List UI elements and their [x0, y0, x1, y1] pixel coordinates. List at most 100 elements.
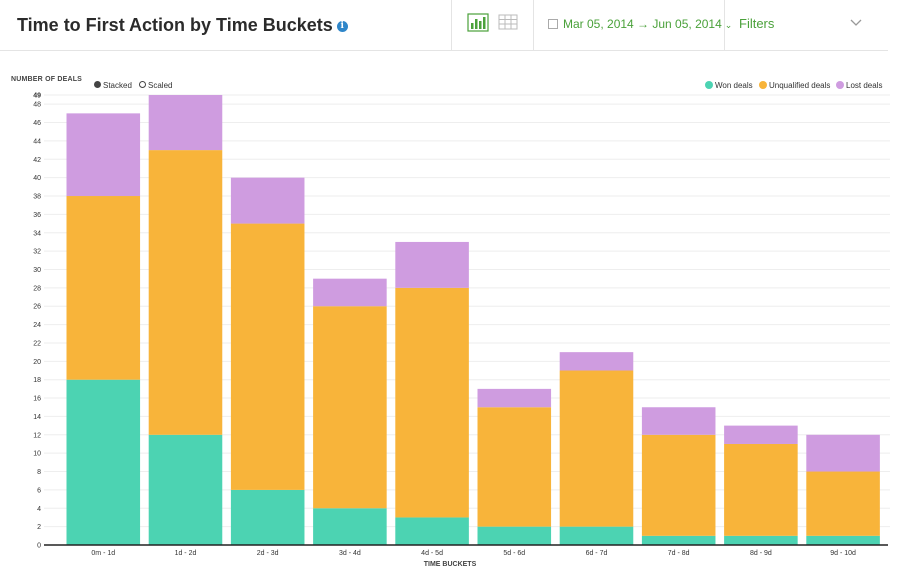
chevron-down-icon: ⌄: [724, 20, 733, 30]
legend-item-won[interactable]: Won deals: [705, 80, 753, 90]
bar-segment-unqualified-deals: [148, 150, 223, 435]
bar-segment-lost-deals: [806, 434, 880, 472]
table-grid-icon: [498, 14, 518, 30]
bar-chart-icon: [467, 13, 489, 32]
bar-segment-lost-deals: [148, 95, 223, 151]
legend-swatch: [705, 80, 713, 89]
x-axis-label: TIME BUCKETS: [423, 561, 477, 568]
y-tick-label: 28: [33, 285, 41, 292]
y-tick-label: 34: [33, 230, 41, 237]
y-tick-label: 22: [33, 340, 41, 347]
bar-segment-won-deals: [230, 489, 305, 545]
stacked-label: Stacked: [103, 81, 132, 90]
filters-dropdown[interactable]: Filters: [739, 16, 774, 31]
legend-item-unqualified[interactable]: Unqualified deals: [759, 80, 831, 90]
bar-segment-lost-deals: [66, 113, 141, 197]
bar-segment-unqualified-deals: [806, 471, 880, 536]
date-range-picker[interactable]: Mar 05, 2014 → Jun 05, 2014 ⌄: [548, 17, 732, 31]
scaled-label: Scaled: [148, 81, 173, 90]
y-tick-label: 30: [33, 267, 41, 274]
x-tick-label: 9d - 10d: [830, 550, 856, 557]
y-tick-label: 44: [33, 138, 41, 145]
bar-segment-unqualified-deals: [313, 306, 387, 509]
divider: [533, 0, 534, 50]
y-tick-label: 26: [33, 304, 41, 311]
bar-chart-view-button[interactable]: [467, 13, 489, 33]
radio-selected-icon: [94, 81, 101, 89]
bar-segment-unqualified-deals: [395, 287, 469, 518]
x-tick-label: 2d - 3d: [257, 550, 279, 557]
y-tick-label: 4: [37, 506, 41, 513]
bar-segment-won-deals: [395, 517, 469, 545]
y-tick-label: 14: [33, 414, 41, 421]
bar-segment-won-deals: [477, 526, 552, 545]
y-tick-label: 49: [33, 93, 41, 100]
x-tick-label: 7d - 8d: [668, 550, 690, 557]
x-tick-label: 3d - 4d: [339, 550, 361, 557]
bar-segment-lost-deals: [477, 388, 552, 408]
y-tick-label: 40: [33, 175, 41, 182]
bar-segment-unqualified-deals: [230, 223, 305, 490]
x-tick-label: 8d - 9d: [750, 550, 772, 557]
table-view-button[interactable]: [498, 13, 520, 33]
legend-swatch: [836, 80, 844, 89]
date-range-text: Mar 05, 2014 → Jun 05, 2014: [563, 17, 722, 31]
stacked-option[interactable]: Stacked: [94, 81, 132, 90]
y-tick-label: 20: [33, 359, 41, 366]
bar-segment-unqualified-deals: [66, 196, 141, 380]
legend-label: Unqualified deals: [769, 81, 831, 90]
y-tick-label: 32: [33, 249, 41, 256]
filters-label: Filters: [739, 16, 775, 31]
x-tick-label: 4d - 5d: [421, 550, 443, 557]
info-icon[interactable]: i: [336, 20, 348, 32]
y-tick-label: 38: [33, 194, 41, 201]
legend-label: Won deals: [715, 81, 753, 90]
x-tick-label: 6d - 7d: [586, 550, 608, 557]
y-tick-label: 18: [33, 377, 41, 384]
page-title: Time to First Action by Time Buckets: [17, 15, 333, 35]
y-tick-label: 8: [37, 469, 41, 476]
legend-item-lost[interactable]: Lost deals: [836, 80, 883, 90]
y-tick-label: 0: [37, 543, 41, 550]
y-tick-label: 46: [33, 120, 41, 127]
y-tick-label: 12: [33, 432, 41, 439]
bar-segment-won-deals: [148, 434, 223, 545]
bar-segment-lost-deals: [313, 278, 387, 307]
legend-label: Lost deals: [846, 81, 883, 90]
y-tick-label: 24: [33, 322, 41, 329]
header-bar: Time to First Action by Time Buckets i Ma…: [0, 0, 888, 51]
radio-unselected-icon: [139, 81, 146, 89]
chevron-down-icon[interactable]: [850, 19, 862, 27]
bar-segment-won-deals: [641, 535, 716, 545]
legend-swatch: [759, 80, 767, 89]
bar-segment-won-deals: [806, 535, 880, 545]
bar-segment-unqualified-deals: [477, 407, 552, 527]
bar-segment-unqualified-deals: [724, 443, 798, 536]
y-tick-label: 36: [33, 212, 41, 219]
y-axis-label: NUMBER OF DEALS: [11, 76, 83, 83]
x-tick-label: 0m - 1d: [91, 550, 115, 557]
scaled-option[interactable]: Scaled: [139, 81, 172, 90]
y-tick-label: 16: [33, 396, 41, 403]
bar-segment-won-deals: [66, 379, 141, 545]
bar-segment-won-deals: [313, 508, 387, 545]
x-tick-label: 5d - 6d: [503, 550, 525, 557]
bar-segment-unqualified-deals: [559, 370, 634, 527]
bar-segment-lost-deals: [230, 177, 305, 224]
divider: [451, 0, 452, 50]
calendar-icon: [548, 18, 558, 29]
bar-segment-unqualified-deals: [641, 434, 716, 536]
y-tick-label: 48: [33, 102, 41, 109]
divider: [724, 0, 725, 50]
chart-title-wrap: Time to First Action by Time Buckets i: [17, 15, 348, 36]
y-tick-label: 42: [33, 157, 41, 164]
bar-segment-won-deals: [559, 526, 634, 545]
y-tick-label: 2: [37, 524, 41, 531]
bar-segment-lost-deals: [559, 352, 634, 371]
x-tick-label: 1d - 2d: [175, 550, 197, 557]
y-tick-label: 10: [33, 451, 41, 458]
bar-segment-lost-deals: [641, 407, 716, 435]
bar-segment-lost-deals: [395, 241, 469, 288]
y-tick-label: 6: [37, 487, 41, 494]
